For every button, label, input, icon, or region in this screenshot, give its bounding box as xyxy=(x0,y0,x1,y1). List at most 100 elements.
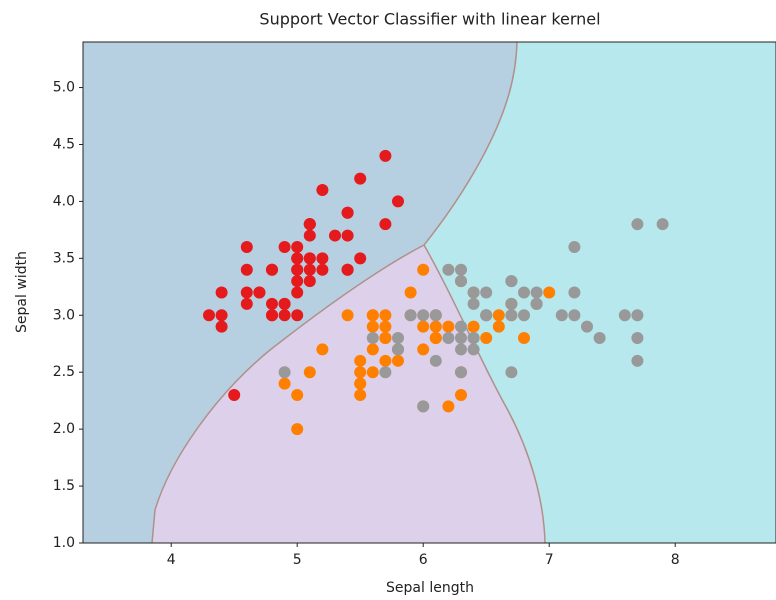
point xyxy=(392,343,404,356)
point xyxy=(429,332,442,345)
point xyxy=(303,366,316,379)
points xyxy=(203,149,669,436)
point xyxy=(618,309,631,322)
chart-title: Support Vector Classifier with linear ke… xyxy=(259,10,600,29)
point xyxy=(404,286,417,299)
point xyxy=(354,354,367,367)
point xyxy=(543,286,556,299)
point xyxy=(581,320,593,333)
y-tick-label: 5.0 xyxy=(53,80,75,96)
point xyxy=(505,275,518,288)
point xyxy=(341,309,354,322)
point xyxy=(291,388,304,401)
y-axis-label: Sepal width xyxy=(14,251,30,333)
point xyxy=(354,252,367,265)
point xyxy=(379,354,392,367)
y-tick-label: 2.0 xyxy=(53,421,75,437)
plot-frame xyxy=(82,41,776,544)
point xyxy=(631,332,644,345)
point xyxy=(354,377,367,390)
point xyxy=(215,309,228,322)
decision-regions xyxy=(83,42,776,543)
point xyxy=(303,218,316,231)
y-tick-label: 3.0 xyxy=(53,307,75,323)
point xyxy=(379,309,392,322)
point xyxy=(631,218,644,231)
point xyxy=(341,206,354,219)
point xyxy=(392,195,404,208)
point xyxy=(480,309,493,322)
point xyxy=(366,332,379,345)
point xyxy=(429,320,442,333)
point xyxy=(379,320,392,333)
point xyxy=(379,218,392,231)
point xyxy=(429,354,442,367)
point xyxy=(404,309,417,322)
point xyxy=(266,297,278,310)
point xyxy=(291,252,304,265)
point xyxy=(392,332,404,345)
point xyxy=(455,320,467,333)
point xyxy=(240,263,253,276)
point xyxy=(215,320,228,333)
point xyxy=(455,388,467,401)
point xyxy=(593,332,606,345)
point xyxy=(291,423,304,436)
point xyxy=(316,252,329,265)
point xyxy=(505,297,518,310)
x-tick-label: 4 xyxy=(167,552,176,568)
point xyxy=(354,366,367,379)
point xyxy=(480,332,493,345)
point xyxy=(518,286,530,299)
point xyxy=(240,286,253,299)
x-tick-label: 7 xyxy=(545,552,554,568)
point xyxy=(303,263,316,276)
point xyxy=(278,240,291,253)
point xyxy=(417,309,430,322)
point xyxy=(492,309,505,322)
point xyxy=(303,252,316,265)
point xyxy=(379,149,392,162)
point xyxy=(392,354,404,367)
point xyxy=(203,309,215,322)
point xyxy=(379,366,392,379)
point xyxy=(455,366,467,379)
y-tick-label: 3.5 xyxy=(53,250,75,266)
point xyxy=(341,263,354,276)
point xyxy=(467,297,480,310)
point xyxy=(417,263,430,276)
y-tick-label: 1.5 xyxy=(53,478,75,494)
point xyxy=(568,240,581,253)
point xyxy=(417,400,430,413)
point xyxy=(291,286,304,299)
point xyxy=(291,275,304,288)
point xyxy=(379,332,392,345)
point xyxy=(530,286,543,299)
point xyxy=(303,229,316,242)
point xyxy=(568,309,581,322)
point xyxy=(291,309,304,322)
point xyxy=(228,388,241,401)
point xyxy=(467,286,480,299)
point xyxy=(530,297,543,310)
point xyxy=(631,354,644,367)
point xyxy=(568,286,581,299)
point xyxy=(455,343,467,356)
point xyxy=(518,332,530,345)
point xyxy=(429,309,442,322)
point xyxy=(354,172,367,185)
point xyxy=(316,184,329,197)
point xyxy=(240,297,253,310)
y-tick-label: 4.5 xyxy=(53,136,75,152)
region-bottom xyxy=(152,245,545,543)
point xyxy=(291,240,304,253)
point xyxy=(467,343,480,356)
y-tick-label: 2.5 xyxy=(53,364,75,380)
point xyxy=(467,332,480,345)
point xyxy=(253,286,266,299)
point xyxy=(467,320,480,333)
point xyxy=(492,320,505,333)
point xyxy=(266,263,278,276)
point xyxy=(631,309,644,322)
